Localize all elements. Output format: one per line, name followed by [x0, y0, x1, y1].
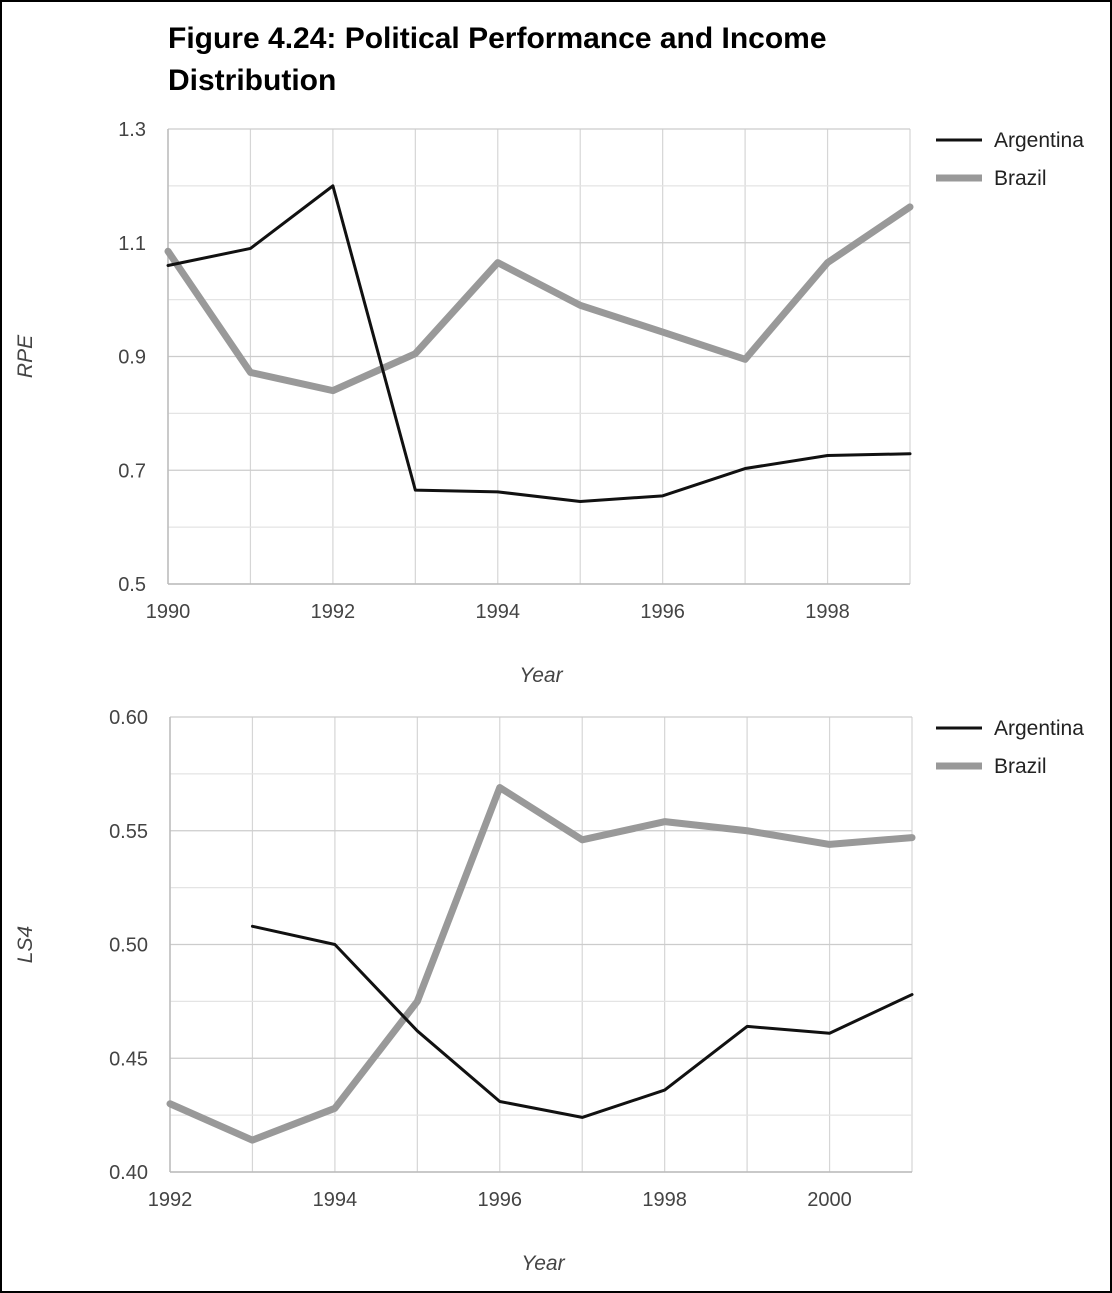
figure-title-line-1: Figure 4.24: Political Performance and I…	[168, 22, 827, 55]
x-axis-title: Year	[521, 1252, 565, 1275]
series-line-argentina	[250, 924, 914, 1119]
y-tick-label: 0.5	[118, 574, 146, 596]
x-tick-label: 1992	[311, 601, 356, 623]
figure-title-line-2: Distribution	[168, 64, 336, 97]
legend-label-argentina: Argentina	[994, 129, 1084, 152]
gridlines	[169, 716, 913, 1173]
y-axis-title: RPE	[14, 334, 37, 378]
x-tick-label: 1992	[148, 1189, 193, 1211]
x-tick-label: 1998	[642, 1189, 687, 1211]
y-tick-label: 0.50	[109, 935, 148, 957]
x-tick-label: 1998	[805, 601, 850, 623]
x-tick-label: 1990	[146, 601, 191, 623]
series-line-argentina	[166, 184, 912, 504]
gridlines	[167, 128, 911, 585]
x-tick-label: 2000	[807, 1189, 852, 1211]
x-tick-label: 1996	[640, 601, 685, 623]
y-tick-label: 1.1	[118, 233, 146, 255]
y-tick-label: 0.60	[109, 707, 148, 729]
legend-label-argentina: Argentina	[994, 717, 1084, 740]
series-line-brazil	[164, 203, 914, 395]
x-tick-label: 1994	[476, 601, 521, 623]
series-line-brazil	[166, 784, 916, 1144]
x-tick-label: 1996	[478, 1189, 523, 1211]
y-tick-label: 0.55	[109, 821, 148, 843]
y-tick-label: 0.40	[109, 1162, 148, 1184]
x-tick-label: 1994	[313, 1189, 358, 1211]
y-tick-label: 1.3	[118, 119, 146, 141]
legend-label-brazil: Brazil	[994, 167, 1047, 190]
y-tick-label: 0.7	[118, 460, 146, 482]
y-tick-label: 0.45	[109, 1048, 148, 1070]
y-tick-label: 0.9	[118, 347, 146, 369]
legend-label-brazil: Brazil	[994, 755, 1047, 778]
y-axis-title: LS4	[14, 926, 37, 963]
x-axis-title: Year	[519, 664, 563, 687]
